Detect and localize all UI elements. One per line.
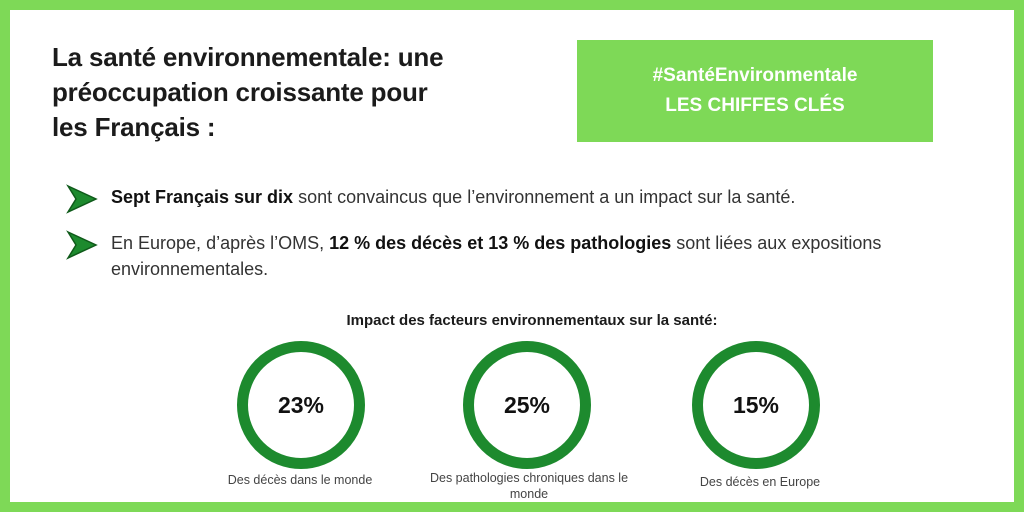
stat-label-1: Des décès dans le monde: [227, 473, 373, 487]
bullet-2-pre: En Europe, d’après l’OMS,: [111, 233, 330, 253]
stat-value-1: 23%: [277, 391, 325, 418]
title-line-1: La santé environnementale: une: [52, 42, 444, 72]
hashtag-badge: #SantéEnvironmentale LES CHIFFES CLÉS: [577, 40, 933, 142]
stat-label-3: Des décès en Europe: [699, 475, 821, 489]
bullet-2-rest: sont liées aux expositions environnement…: [111, 233, 882, 279]
bullet-text-1: Sept Français sur dix sont convaincus qu…: [111, 184, 981, 210]
bullet-text-2: En Europe, d’après l’OMS, 12 % des décès…: [111, 230, 981, 282]
arrow-right-icon: [66, 184, 98, 214]
badge-hashtag: #SantéEnvironmentale: [652, 65, 858, 86]
stats-title: Impact des facteurs environnementaux sur…: [346, 312, 718, 329]
arrow-right-icon: [66, 230, 98, 260]
stat-value-3: 15%: [732, 391, 780, 418]
bullet-2-bold: 12 % des décès et 13 % des pathologies: [329, 233, 672, 253]
stat-value-2: 25%: [503, 391, 551, 418]
stat-ring-3: 15%: [692, 341, 820, 469]
stat-label-2: Des pathologies chroniques dans le monde: [429, 471, 629, 501]
stat-ring-2: 25%: [463, 341, 591, 469]
title-line-2: préoccupation croissante pour: [52, 77, 428, 107]
badge-subtitle: LES CHIFFES CLÉS: [665, 95, 845, 116]
title-line-3: les Français :: [52, 112, 216, 142]
page-title: La santé environnementale: une préoccupa…: [52, 40, 532, 145]
bullet-1-bold: Sept Français sur dix: [111, 187, 294, 207]
stat-ring-1: 23%: [237, 341, 365, 469]
bullet-1-rest: sont convaincus que l’environnement a un…: [293, 187, 796, 207]
